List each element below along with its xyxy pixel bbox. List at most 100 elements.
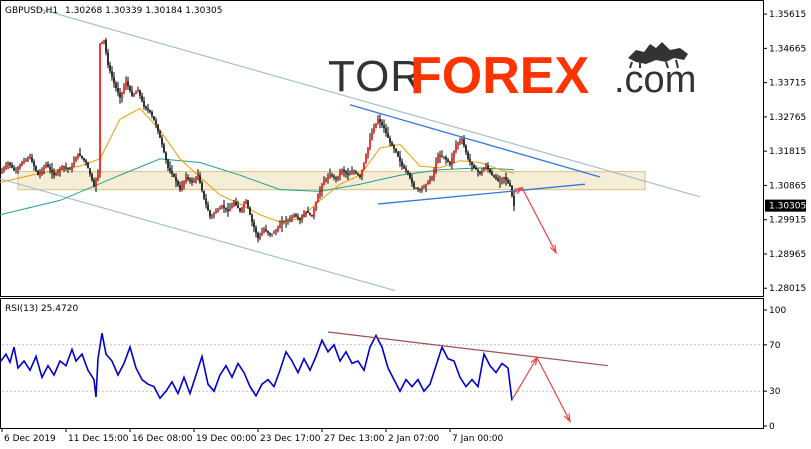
candle-body — [447, 159, 449, 162]
candle-body — [111, 71, 113, 78]
candle-body — [149, 110, 151, 112]
candle-body — [65, 167, 67, 168]
candle-body — [473, 164, 475, 168]
candle-body — [223, 205, 225, 208]
candle-body — [69, 168, 71, 170]
candle-body — [21, 162, 23, 166]
time-tick-label: 23 Dec 17:00 — [260, 434, 321, 444]
candle-body — [227, 209, 229, 212]
candle-body — [173, 174, 175, 177]
price-forecast-arrow-peak-head — [513, 186, 524, 195]
rsi-trend-line — [327, 331, 609, 367]
time-tick-label: 27 Dec 13:00 — [324, 434, 385, 444]
candle-body — [355, 171, 357, 174]
candle-body — [401, 161, 403, 167]
symbol-timeframe: GBPUSD,H1 — [5, 6, 58, 16]
candle-body — [311, 214, 313, 217]
candle-body — [513, 195, 515, 206]
candle-body — [105, 39, 107, 53]
candle-body — [79, 153, 81, 156]
candle-body — [187, 177, 189, 179]
candle-body — [435, 162, 437, 170]
candle-body — [387, 133, 389, 138]
candle-body — [347, 173, 349, 176]
candle-body — [117, 88, 119, 93]
candle-body — [367, 147, 369, 156]
candle-body — [101, 41, 103, 44]
candle-body — [275, 231, 277, 233]
candle-body — [241, 207, 243, 212]
candle-body — [1, 170, 3, 174]
candle-body — [61, 166, 63, 169]
price-tick-label: 1.31815 — [769, 147, 806, 157]
candle-body — [259, 235, 261, 239]
candle-body — [193, 180, 195, 183]
price-tick-label: 1.32765 — [769, 113, 806, 123]
candle-body — [107, 52, 109, 66]
candle-body — [461, 139, 463, 141]
candle-body — [71, 165, 73, 170]
candle-body — [151, 112, 153, 117]
candle-body — [469, 158, 471, 162]
ohlc-values: 1.30268 1.30339 1.30184 1.30305 — [65, 6, 222, 16]
candle-body — [483, 168, 485, 171]
candle-body — [295, 214, 297, 217]
candle-body — [283, 221, 285, 223]
candle-body — [213, 213, 215, 215]
candle-body — [113, 77, 115, 84]
candle-body — [43, 167, 45, 170]
candle-body — [437, 155, 439, 163]
candle-body — [507, 180, 509, 183]
candle-body — [463, 139, 465, 146]
candle-body — [157, 124, 159, 132]
candle-body — [491, 172, 493, 176]
price-tick-label: 1.34665 — [769, 44, 806, 54]
candle-body — [119, 92, 121, 98]
candle-body — [321, 185, 323, 191]
candle-body — [391, 142, 393, 146]
candle-body — [129, 86, 131, 91]
candle-body — [5, 165, 7, 168]
candle-body — [261, 232, 263, 236]
rsi-forecast-arrow-peak-head — [530, 356, 538, 366]
candle-body — [325, 178, 327, 181]
candle-body — [499, 179, 501, 181]
candle-body — [337, 175, 339, 179]
candle-body — [23, 161, 25, 163]
rsi-tick-label: 0 — [769, 422, 775, 432]
candle-body — [479, 171, 481, 174]
watermark: TOR FOREX .com — [328, 42, 696, 105]
candle-body — [493, 175, 495, 177]
candle-body — [195, 177, 197, 180]
candle-body — [161, 137, 163, 145]
candle-body — [397, 151, 399, 157]
candle-body — [289, 218, 291, 221]
candle-body — [25, 159, 27, 162]
candle-body — [263, 229, 265, 233]
candle-body — [451, 157, 453, 165]
candle-body — [405, 168, 407, 171]
candle-body — [407, 170, 409, 174]
candle-body — [273, 232, 275, 234]
current-price-badge — [765, 199, 806, 212]
candle-body — [185, 177, 187, 182]
rsi-forecast-arrow — [512, 356, 571, 423]
candle-body — [141, 95, 143, 102]
candle-body — [277, 228, 279, 232]
candle-body — [303, 214, 305, 218]
rsi-forecast-arrow-head — [563, 413, 571, 423]
candle-body — [429, 179, 431, 182]
candle-body — [243, 204, 245, 208]
candle-body — [181, 185, 183, 190]
candle-body — [465, 145, 467, 153]
candle-body — [209, 210, 211, 217]
candle-body — [177, 181, 179, 186]
price-tick-label: 1.28015 — [769, 284, 806, 294]
axis-layer: 1.35615 1.34665 1.33715 1.32765 1.31815 1.308… — [1, 10, 806, 444]
candle-body — [271, 233, 273, 235]
candle-body — [97, 173, 99, 180]
candle-body — [341, 169, 343, 173]
candle-body — [35, 166, 37, 171]
candle-body — [127, 81, 129, 87]
brand-tor: TOR — [328, 52, 423, 101]
